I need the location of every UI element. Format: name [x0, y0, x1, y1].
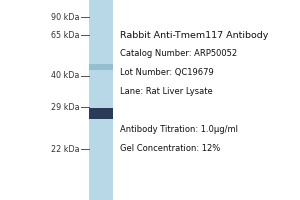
Text: Antibody Titration: 1.0μg/ml: Antibody Titration: 1.0μg/ml — [120, 125, 238, 134]
Bar — [88, 0, 112, 200]
Text: Lane: Rat Liver Lysate: Lane: Rat Liver Lysate — [120, 87, 213, 96]
Text: 40 kDa: 40 kDa — [51, 72, 80, 80]
Text: Rabbit Anti-Tmem117 Antibody: Rabbit Anti-Tmem117 Antibody — [120, 31, 268, 40]
Bar — [88, 64, 112, 70]
Text: 29 kDa: 29 kDa — [51, 102, 80, 112]
Text: Lot Number: QC19679: Lot Number: QC19679 — [120, 68, 214, 77]
Text: Catalog Number: ARP50052: Catalog Number: ARP50052 — [120, 49, 237, 58]
Text: 65 kDa: 65 kDa — [51, 30, 80, 40]
Text: 22 kDa: 22 kDa — [51, 144, 80, 154]
Bar — [88, 108, 112, 118]
Text: 90 kDa: 90 kDa — [51, 12, 80, 21]
Text: Gel Concentration: 12%: Gel Concentration: 12% — [120, 144, 220, 153]
